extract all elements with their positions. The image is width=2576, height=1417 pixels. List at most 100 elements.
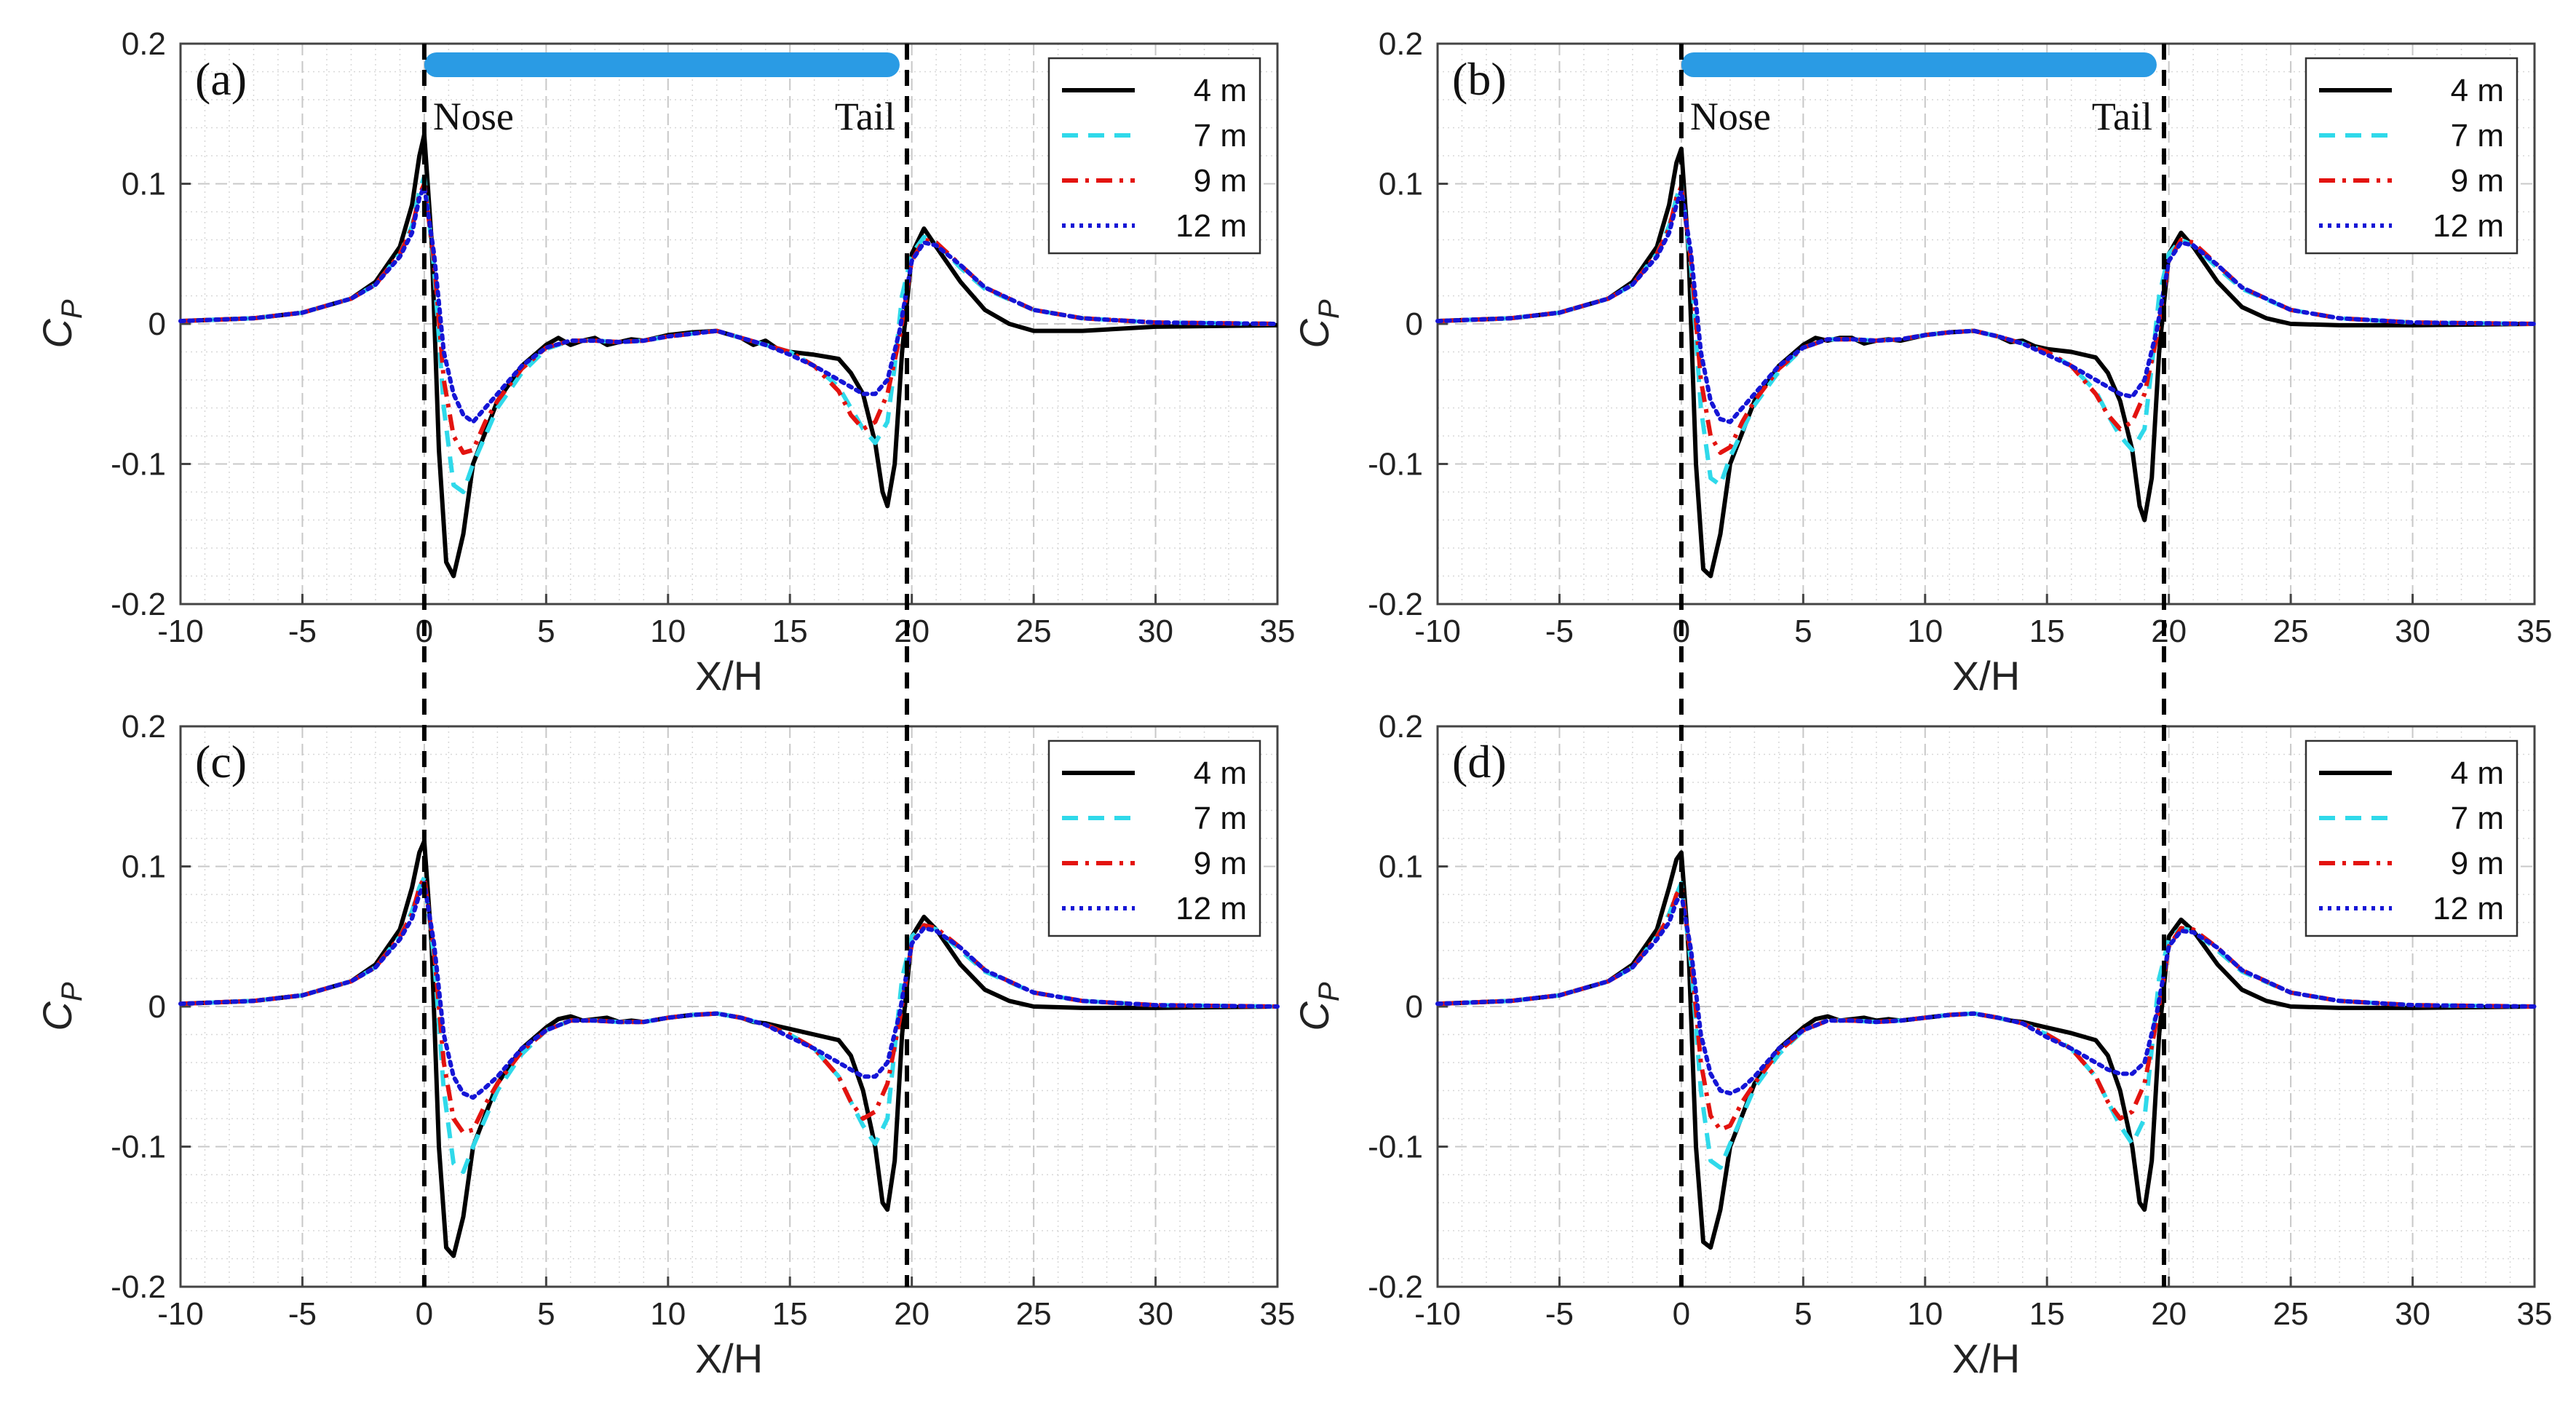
panel-label: (a) [195, 53, 247, 105]
y-tick-label: 0.1 [122, 167, 166, 202]
x-tick-label: 20 [2151, 1296, 2187, 1332]
train-schematic [424, 52, 900, 77]
legend-label: 4 m [1194, 73, 1247, 108]
series-line-7m [180, 875, 1278, 1175]
legend-label: 9 m [1194, 846, 1247, 881]
y-tick-label: 0 [148, 989, 166, 1025]
legend-label: 7 m [1194, 801, 1247, 836]
x-tick-label: 5 [1794, 614, 1812, 649]
x-tick-label: 15 [772, 614, 808, 649]
x-tick-label: 0 [416, 1296, 433, 1332]
series-line-12m [1435, 892, 2537, 1096]
y-tick-label: 0.2 [1379, 26, 1423, 62]
x-tick-label: 30 [1138, 1296, 1173, 1332]
panel-label: (d) [1452, 736, 1507, 787]
x-tick-label: -10 [1414, 1296, 1461, 1332]
y-axis-label: CP [34, 982, 88, 1031]
x-tick-label: -10 [157, 614, 204, 649]
series-line-9m [1437, 885, 2535, 1132]
y-tick-label: -0.2 [1368, 587, 1423, 622]
x-tick-label: 30 [2395, 1296, 2430, 1332]
y-axis-label: CP [1291, 299, 1345, 348]
x-tick-label: 30 [1138, 614, 1173, 649]
x-tick-label: 30 [2395, 614, 2430, 649]
x-axis-label: X/H [695, 653, 763, 699]
x-tick-label: 10 [1907, 614, 1943, 649]
y-tick-label: 0.2 [122, 709, 166, 745]
x-tick-label: 5 [537, 614, 555, 649]
panel-3: -10 -5 0 5 10 15 20 25 30 35 -0.2 -0.1 0 0.1 0.2 X/H CP (… [1291, 709, 2552, 1381]
x-tick-label: 15 [2029, 614, 2065, 649]
legend-label: 4 m [2451, 755, 2504, 791]
legend-label: 9 m [1194, 163, 1247, 199]
x-tick-label: -5 [288, 1296, 317, 1332]
y-tick-label: 0 [1406, 989, 1423, 1025]
y-tick-label: 0.1 [122, 849, 166, 885]
legend-label: 12 m [1176, 208, 1247, 244]
y-tick-label: 0.1 [1379, 167, 1423, 202]
x-tick-label: 25 [1016, 614, 1052, 649]
y-tick-label: 0 [148, 306, 166, 342]
panel-label: (c) [195, 736, 247, 787]
tail-annotation: Tail [835, 95, 895, 138]
train-schematic [1681, 52, 2157, 77]
legend-label: 9 m [2451, 846, 2504, 881]
x-tick-label: 25 [2273, 614, 2309, 649]
x-axis-label: X/H [695, 1335, 763, 1381]
nose-annotation: Nose [433, 95, 514, 138]
x-tick-label: -5 [1545, 614, 1574, 649]
x-tick-label: 20 [894, 1296, 930, 1332]
series-line-12m [178, 184, 1280, 424]
legend-label: 7 m [2451, 118, 2504, 154]
x-tick-label: 15 [772, 1296, 808, 1332]
series-line-12m [178, 881, 1280, 1100]
y-axis-label: CP [34, 299, 88, 348]
x-tick-label: 20 [894, 614, 930, 649]
x-tick-label: 10 [650, 614, 686, 649]
x-tick-label: 25 [1016, 1296, 1052, 1332]
y-tick-label: -0.2 [111, 1269, 166, 1305]
legend-label: 12 m [2433, 891, 2504, 926]
panel-0: -10-505101520253035-0.2-0.100.10.2X/HCP(… [34, 26, 1295, 699]
x-tick-label: 10 [1907, 1296, 1943, 1332]
x-tick-label: 0 [1673, 1296, 1690, 1332]
y-tick-label: -0.1 [111, 1130, 166, 1165]
legend-label: 12 m [2433, 208, 2504, 244]
legend-label: 4 m [1194, 755, 1247, 791]
x-tick-label: 35 [1260, 614, 1296, 649]
nose-annotation: Nose [1690, 95, 1771, 138]
y-tick-label: 0 [1406, 306, 1423, 342]
x-tick-label: 5 [1794, 1296, 1812, 1332]
x-tick-label: -10 [1414, 614, 1461, 649]
y-tick-label: 0.2 [1379, 709, 1423, 745]
x-tick-label: -10 [157, 1296, 204, 1332]
x-tick-label: -5 [1545, 1296, 1574, 1332]
x-axis-label: X/H [1952, 1335, 2020, 1381]
y-tick-label: -0.2 [1368, 1269, 1423, 1305]
y-tick-label: -0.1 [1368, 1130, 1423, 1165]
y-tick-label: 0.1 [1379, 849, 1423, 885]
y-tick-label: -0.1 [1368, 447, 1423, 483]
x-tick-label: 25 [2273, 1296, 2309, 1332]
x-tick-label: 35 [2517, 614, 2553, 649]
y-tick-label: -0.1 [111, 447, 166, 483]
x-tick-label: 5 [537, 1296, 555, 1332]
series-line-12m [1435, 188, 2537, 424]
x-tick-label: 10 [650, 1296, 686, 1332]
x-axis-label: X/H [1952, 653, 2020, 699]
x-tick-label: 15 [2029, 1296, 2065, 1332]
x-tick-label: -5 [288, 614, 317, 649]
legend-label: 12 m [1176, 891, 1247, 926]
x-tick-label: 20 [2151, 614, 2187, 649]
legend-label: 7 m [1194, 118, 1247, 154]
y-axis-label: CP [1291, 982, 1345, 1031]
legend-label: 4 m [2451, 73, 2504, 108]
legend-label: 9 m [2451, 163, 2504, 199]
tail-annotation: Tail [2092, 95, 2152, 138]
legend-label: 7 m [2451, 801, 2504, 836]
panel-label: (b) [1452, 53, 1507, 105]
panel-1: -10-505101520253035-0.2-0.100.10.2X/HCP(… [1291, 26, 2552, 699]
y-tick-label: -0.2 [111, 587, 166, 622]
x-tick-label: 35 [1260, 1296, 1296, 1332]
